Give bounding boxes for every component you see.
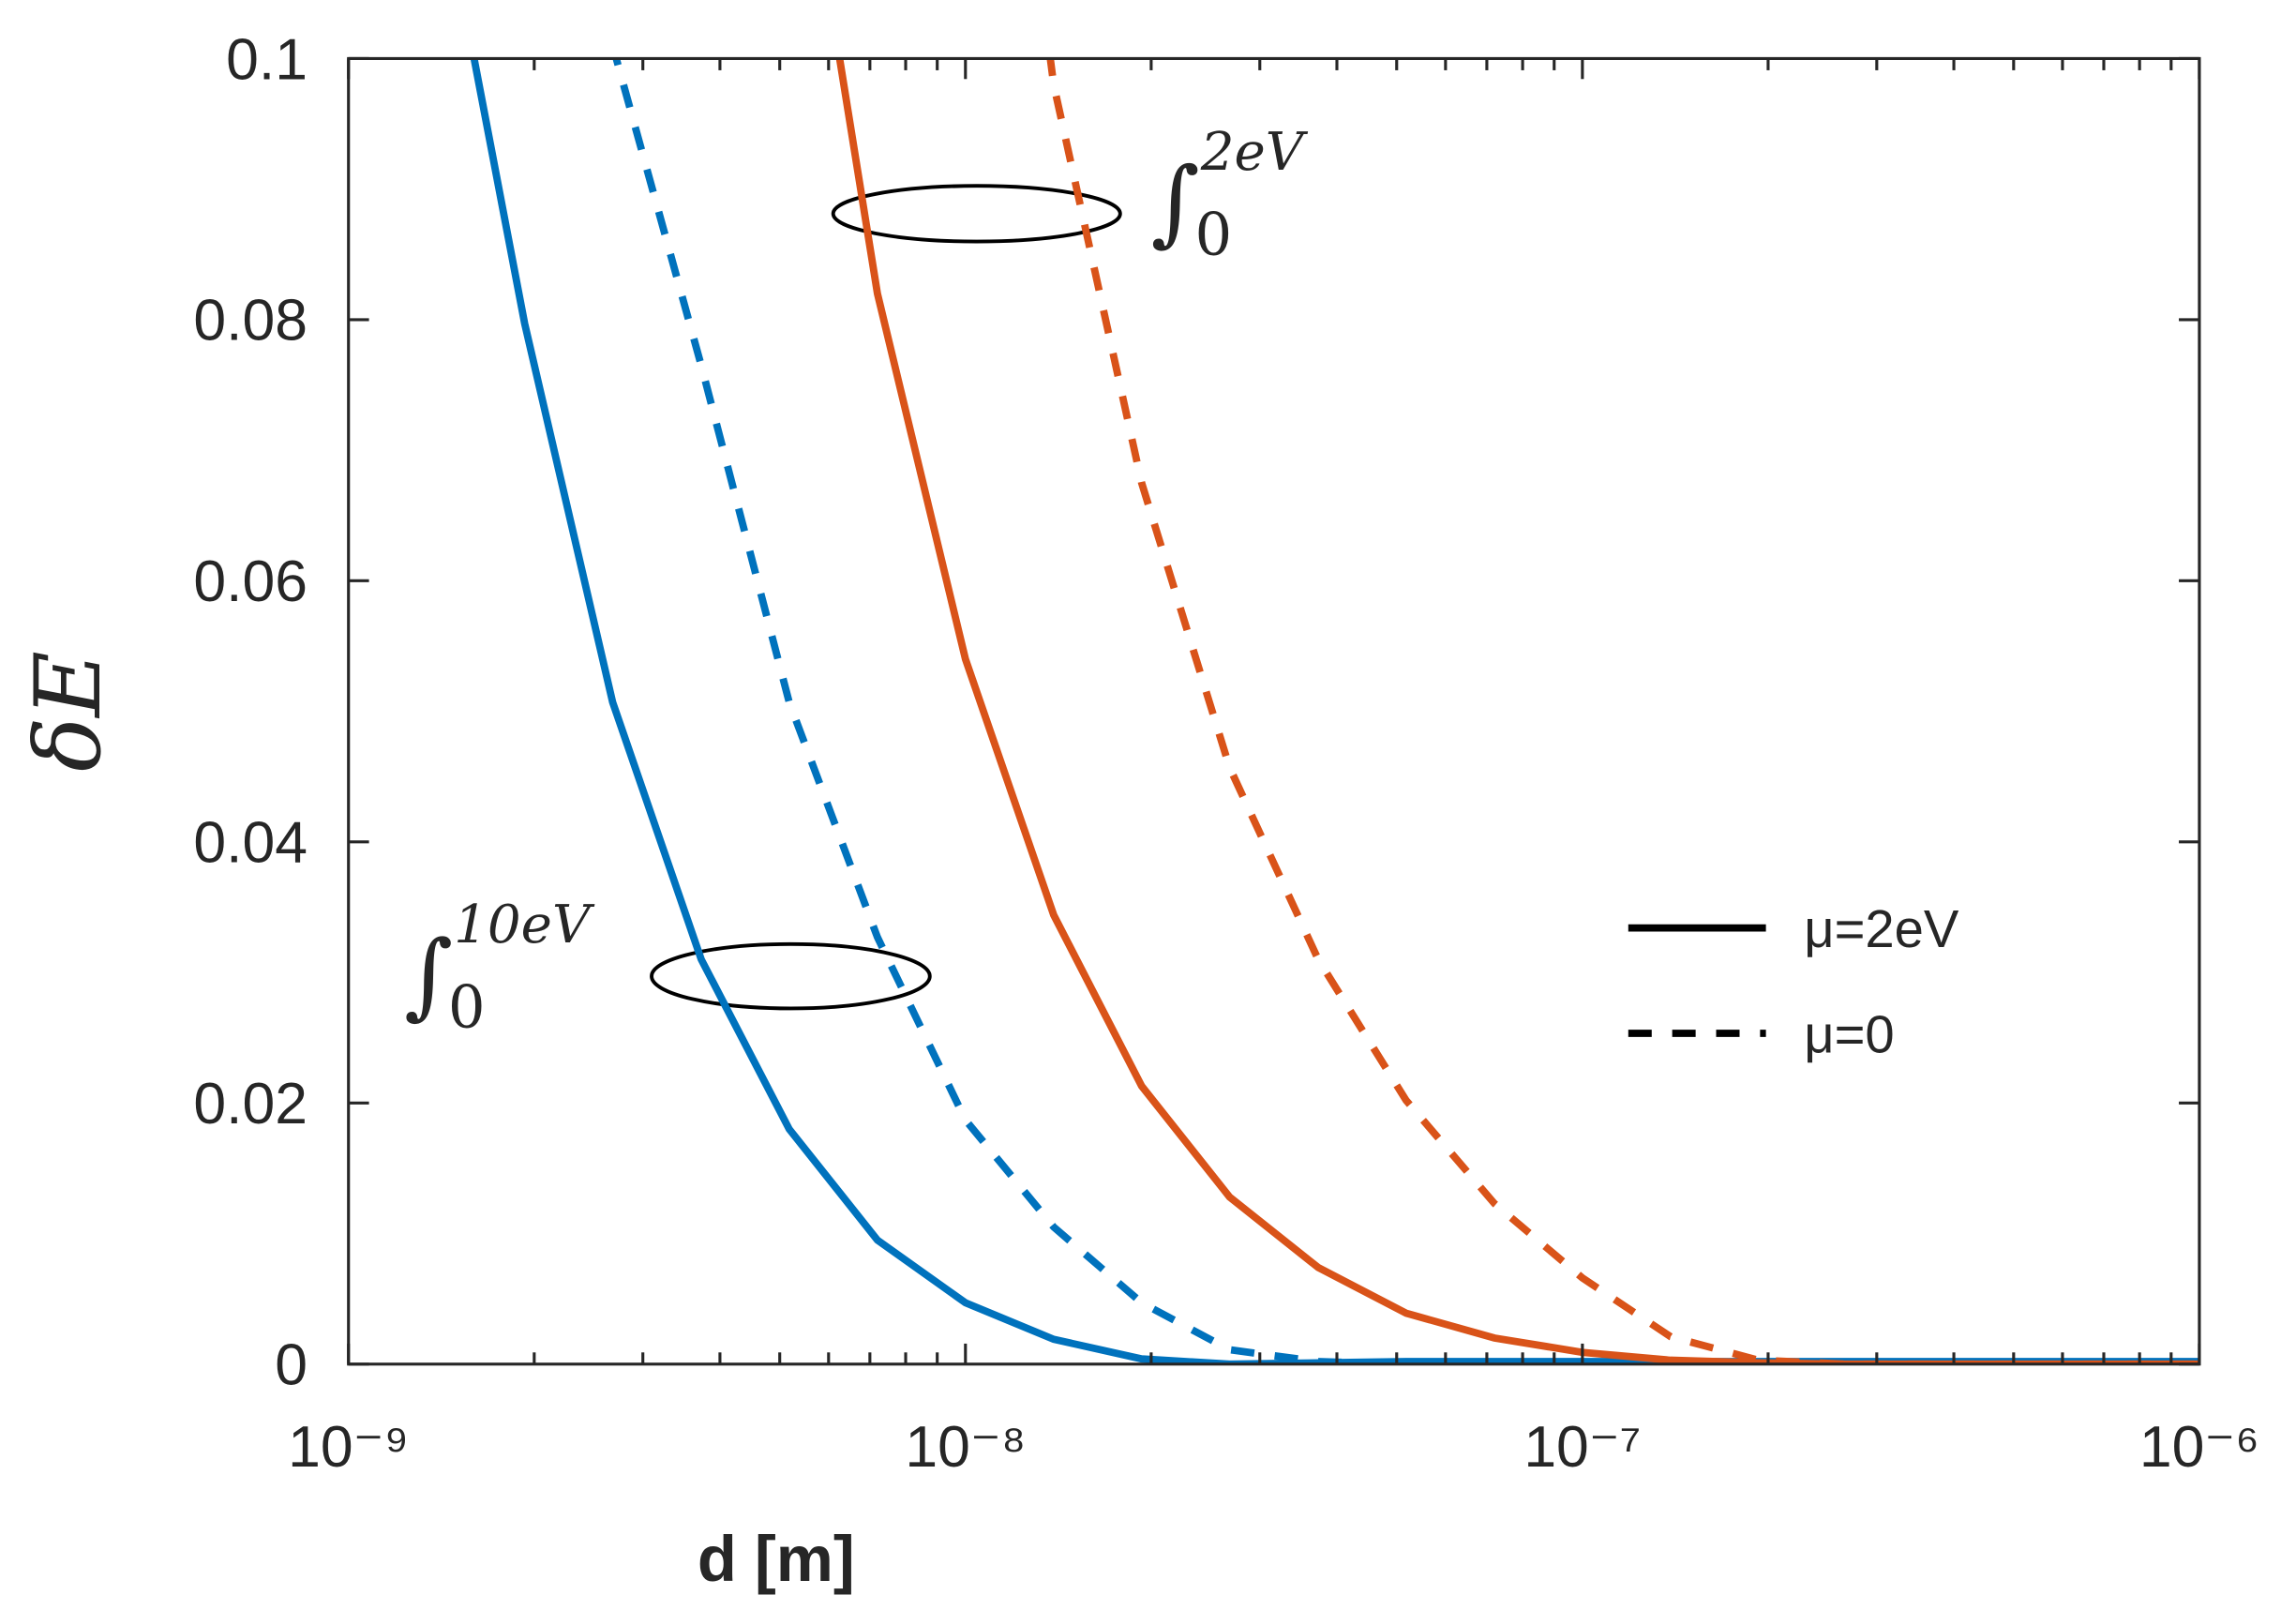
data-line xyxy=(835,58,2199,1364)
y-axis-label: δE xyxy=(15,651,121,772)
annotations xyxy=(650,184,1122,1011)
x-tick-label: 10⁻⁷ xyxy=(1523,1414,1641,1480)
integral-annotation: ∫0 2eV xyxy=(1151,122,1309,269)
y-tick-label: 0.06 xyxy=(193,549,308,614)
integral-sign: ∫ xyxy=(404,920,453,1030)
integral-sign: ∫ xyxy=(1151,147,1200,257)
annotation-ellipse xyxy=(650,941,932,1011)
integral-upper: 2eV xyxy=(1200,122,1309,183)
legend-label: μ=0 xyxy=(1804,1004,1894,1063)
x-tick-label: 10⁻⁸ xyxy=(905,1414,1026,1480)
plot-area xyxy=(348,58,2199,1364)
integral-lower: 0 xyxy=(448,973,486,1042)
y-tick-label: 0.04 xyxy=(193,810,308,876)
integral-lower: 0 xyxy=(1194,201,1232,269)
x-tick-label: 10⁻⁹ xyxy=(288,1414,409,1480)
annotation-ellipse xyxy=(831,184,1122,244)
legend-label: μ=2eV xyxy=(1804,899,1959,958)
integral-upper: 10eV xyxy=(454,895,595,955)
y-tick-label: 0.08 xyxy=(193,288,308,354)
x-axis-label: d [m] xyxy=(698,1523,855,1595)
integral-annotation: ∫0 10eV xyxy=(404,895,595,1042)
y-tick-label: 0.02 xyxy=(193,1071,308,1136)
y-tick-label: 0.1 xyxy=(226,26,308,92)
x-tick-label: 10⁻⁶ xyxy=(2139,1414,2259,1480)
data-line xyxy=(1046,58,2199,1364)
y-tick-label: 0 xyxy=(275,1332,308,1398)
axes-box xyxy=(347,56,2201,1366)
